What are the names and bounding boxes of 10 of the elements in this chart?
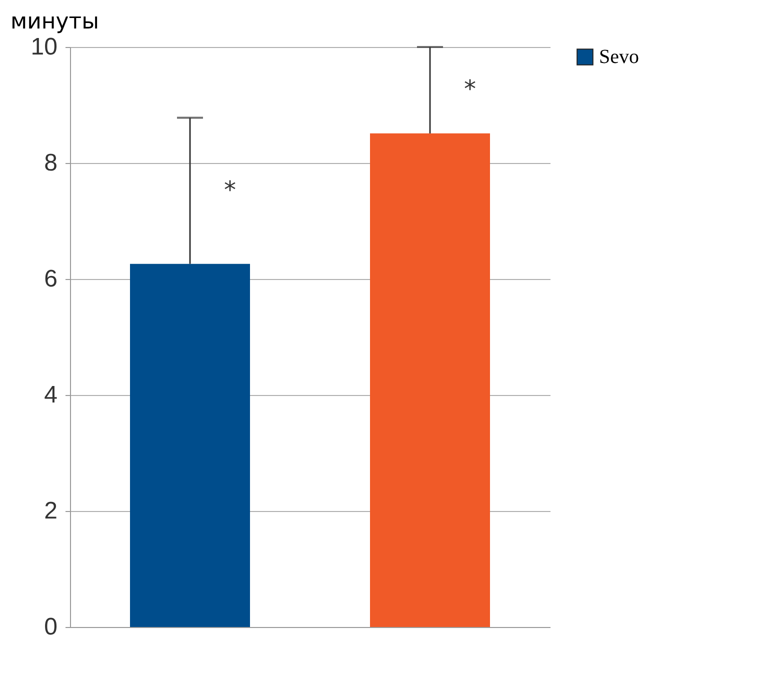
y-tick-label: 8: [44, 150, 58, 176]
annotation: *: [464, 75, 476, 104]
y-tick-label: 4: [44, 382, 58, 408]
y-tick-label: 0: [44, 614, 58, 640]
y-tick-label: 10: [30, 34, 58, 60]
annotation: *: [224, 176, 236, 204]
y-tick-label: 6: [44, 266, 58, 292]
legend-label: Sevo: [599, 46, 639, 68]
y-tick-label: 2: [44, 498, 58, 524]
y-axis-title: минуты: [10, 10, 99, 34]
